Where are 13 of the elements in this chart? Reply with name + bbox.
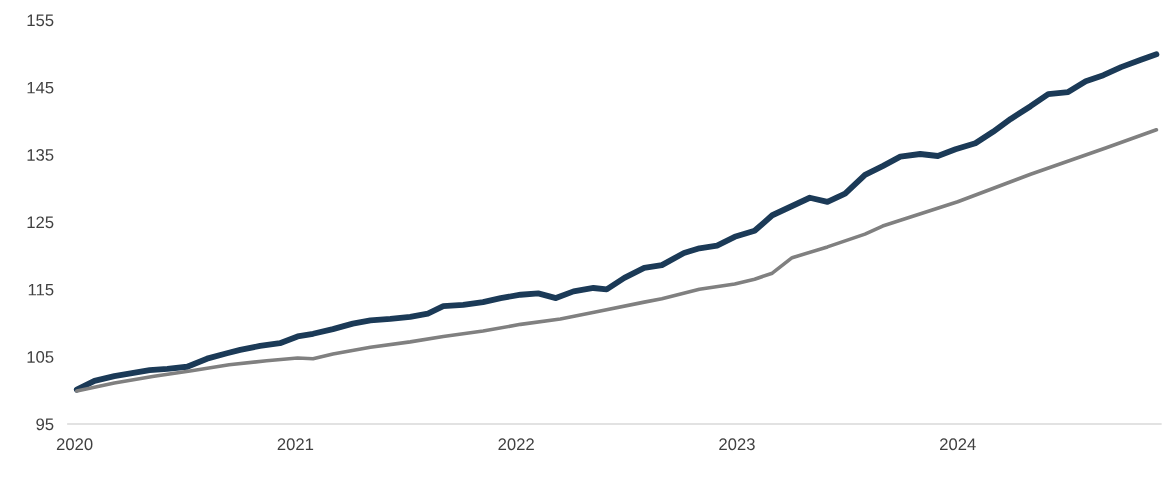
x-tick-label: 2022 xyxy=(498,438,534,451)
y-tick-label: 115 xyxy=(28,283,54,296)
y-tick-label: 125 xyxy=(27,216,54,229)
y-tick-label: 95 xyxy=(36,418,54,431)
x-tick-label: 2023 xyxy=(719,438,755,451)
x-tick-label: 2024 xyxy=(940,438,976,451)
line-series xyxy=(75,127,1159,393)
y-tick-label: 105 xyxy=(27,351,54,363)
x-tick-label: 2020 xyxy=(56,438,93,451)
y-tick-label: 155 xyxy=(27,14,54,27)
y-tick-label: 135 xyxy=(27,149,54,161)
x-tick-label: 2021 xyxy=(277,438,314,451)
y-tick-label: 145 xyxy=(27,81,54,94)
